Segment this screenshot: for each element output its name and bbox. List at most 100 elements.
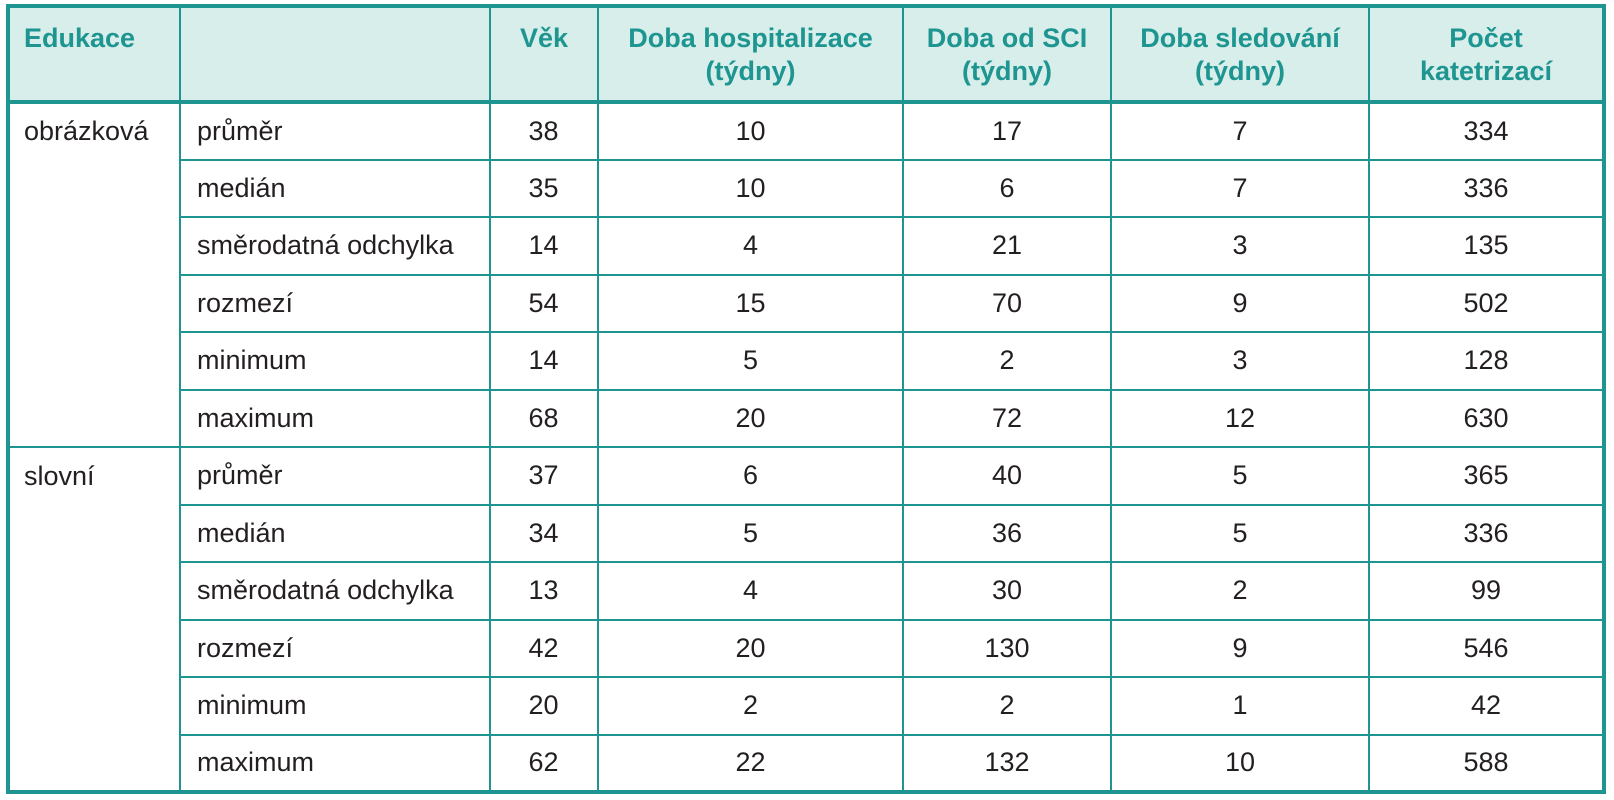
cell-doba-od-sci: 36 (902, 503, 1111, 562)
header-row: Edukace Věk Doba hospitalizace (týdny) Do… (8, 6, 1604, 104)
cell-pocet-katetrizaci: 630 (1368, 388, 1604, 447)
cell-statistic: medián (179, 158, 490, 217)
cell-statistic: rozmezí (179, 618, 490, 677)
cell-vek: 14 (489, 331, 598, 390)
cell-doba-sledovani: 3 (1110, 331, 1369, 390)
cell-group (8, 620, 180, 678)
cell-doba-od-sci: 2 (902, 331, 1111, 390)
cell-doba-sledovani: 7 (1110, 102, 1369, 160)
cell-group (8, 562, 180, 620)
cell-doba-sledovani: 2 (1110, 561, 1369, 620)
cell-pocet-katetrizaci: 42 (1368, 676, 1604, 735)
header-statistic (179, 6, 490, 104)
cell-statistic: směrodatná odchylka (179, 561, 490, 620)
cell-doba-hospitalizace: 15 (597, 273, 903, 332)
cell-group (8, 332, 180, 390)
header-edukace: Edukace (8, 6, 180, 104)
table-row: maximum 62 22 132 10 588 (8, 733, 1604, 793)
cell-pocet-katetrizaci: 334 (1368, 102, 1604, 160)
cell-vek: 13 (489, 561, 598, 620)
cell-vek: 68 (489, 388, 598, 447)
cell-doba-sledovani: 7 (1110, 158, 1369, 217)
cell-doba-od-sci: 2 (902, 676, 1111, 735)
table-body: obrázková průměr 38 10 17 7 334 medián 35 10 6 7 336… (8, 102, 1604, 792)
cell-vek: 20 (489, 676, 598, 735)
cell-pocet-katetrizaci: 99 (1368, 561, 1604, 620)
cell-doba-sledovani: 9 (1110, 273, 1369, 332)
table-row: medián 34 5 36 5 336 (8, 503, 1604, 562)
cell-doba-hospitalizace: 22 (597, 733, 903, 792)
cell-doba-hospitalizace: 20 (597, 618, 903, 677)
table-row: obrázková průměr 38 10 17 7 334 (8, 102, 1604, 160)
cell-statistic: minimum (179, 331, 490, 390)
cell-statistic: průměr (179, 102, 490, 160)
cell-doba-od-sci: 70 (902, 273, 1111, 332)
cell-doba-hospitalizace: 10 (597, 102, 903, 160)
cell-doba-sledovani: 10 (1110, 733, 1369, 792)
cell-doba-sledovani: 9 (1110, 618, 1369, 677)
table-row: rozmezí 42 20 130 9 546 (8, 618, 1604, 678)
cell-doba-hospitalizace: 2 (597, 676, 903, 735)
cell-statistic: maximum (179, 388, 490, 447)
cell-pocet-katetrizaci: 365 (1368, 446, 1604, 505)
cell-pocet-katetrizaci: 128 (1368, 331, 1604, 390)
cell-doba-sledovani: 1 (1110, 676, 1369, 735)
cell-vek: 54 (489, 273, 598, 332)
cell-statistic: medián (179, 503, 490, 562)
cell-doba-hospitalizace: 20 (597, 388, 903, 447)
cell-pocet-katetrizaci: 588 (1368, 733, 1604, 792)
cell-statistic: maximum (179, 733, 490, 792)
cell-doba-hospitalizace: 5 (597, 503, 903, 562)
cell-vek: 38 (489, 102, 598, 160)
table-row: medián 35 10 6 7 336 (8, 158, 1604, 217)
cell-doba-od-sci: 72 (902, 388, 1111, 447)
cell-doba-hospitalizace: 6 (597, 446, 903, 505)
cell-group: obrázková (24, 116, 149, 147)
cell-doba-sledovani: 3 (1110, 216, 1369, 275)
cell-doba-od-sci: 6 (902, 158, 1111, 217)
cell-doba-od-sci: 17 (902, 102, 1111, 160)
cell-pocet-katetrizaci: 336 (1368, 503, 1604, 562)
cell-vek: 14 (489, 216, 598, 275)
table-row: minimum 14 5 2 3 128 (8, 331, 1604, 390)
cell-doba-od-sci: 40 (902, 446, 1111, 505)
cell-statistic: minimum (179, 676, 490, 735)
header-doba-hospitalizace: Doba hospitalizace (týdny) (597, 6, 903, 104)
cell-group: slovní (8, 446, 180, 505)
cell-doba-hospitalizace: 4 (597, 561, 903, 620)
cell-vek: 35 (489, 158, 598, 217)
cell-doba-od-sci: 21 (902, 216, 1111, 275)
table-row: maximum 68 20 72 12 630 (8, 388, 1604, 448)
table-header: Edukace Věk Doba hospitalizace (týdny) Do… (8, 6, 1604, 104)
table-row: slovní průměr 37 6 40 5 365 (8, 446, 1604, 505)
header-doba-od-sci: Doba od SCI (týdny) (902, 6, 1111, 104)
cell-statistic: směrodatná odchylka (179, 216, 490, 275)
table-row: minimum 20 2 2 1 42 (8, 676, 1604, 735)
cell-pocet-katetrizaci: 336 (1368, 158, 1604, 217)
table-row: směrodatná odchylka 13 4 30 2 99 (8, 561, 1604, 620)
cell-doba-sledovani: 12 (1110, 388, 1369, 447)
cell-vek: 34 (489, 503, 598, 562)
cell-doba-sledovani: 5 (1110, 503, 1369, 562)
statistics-table: Edukace Věk Doba hospitalizace (týdny) Do… (6, 4, 1606, 794)
table-row: směrodatná odchylka 14 4 21 3 135 (8, 216, 1604, 275)
cell-group (8, 735, 180, 793)
cell-vek: 37 (489, 446, 598, 505)
cell-doba-od-sci: 130 (902, 618, 1111, 677)
cell-vek: 42 (489, 618, 598, 677)
header-doba-sledovani: Doba sledování (týdny) (1110, 6, 1369, 104)
cell-doba-sledovani: 5 (1110, 446, 1369, 505)
cell-statistic: rozmezí (179, 273, 490, 332)
cell-doba-hospitalizace: 5 (597, 331, 903, 390)
header-pocet-katetrizaci: Počet katetrizací (1368, 6, 1604, 104)
cell-doba-od-sci: 30 (902, 561, 1111, 620)
cell-group (8, 390, 180, 448)
cell-doba-od-sci: 132 (902, 733, 1111, 792)
cell-doba-hospitalizace: 10 (597, 158, 903, 217)
cell-pocet-katetrizaci: 502 (1368, 273, 1604, 332)
cell-statistic: průměr (179, 446, 490, 505)
cell-group (8, 677, 180, 735)
cell-vek: 62 (489, 733, 598, 792)
cell-pocet-katetrizaci: 546 (1368, 618, 1604, 677)
